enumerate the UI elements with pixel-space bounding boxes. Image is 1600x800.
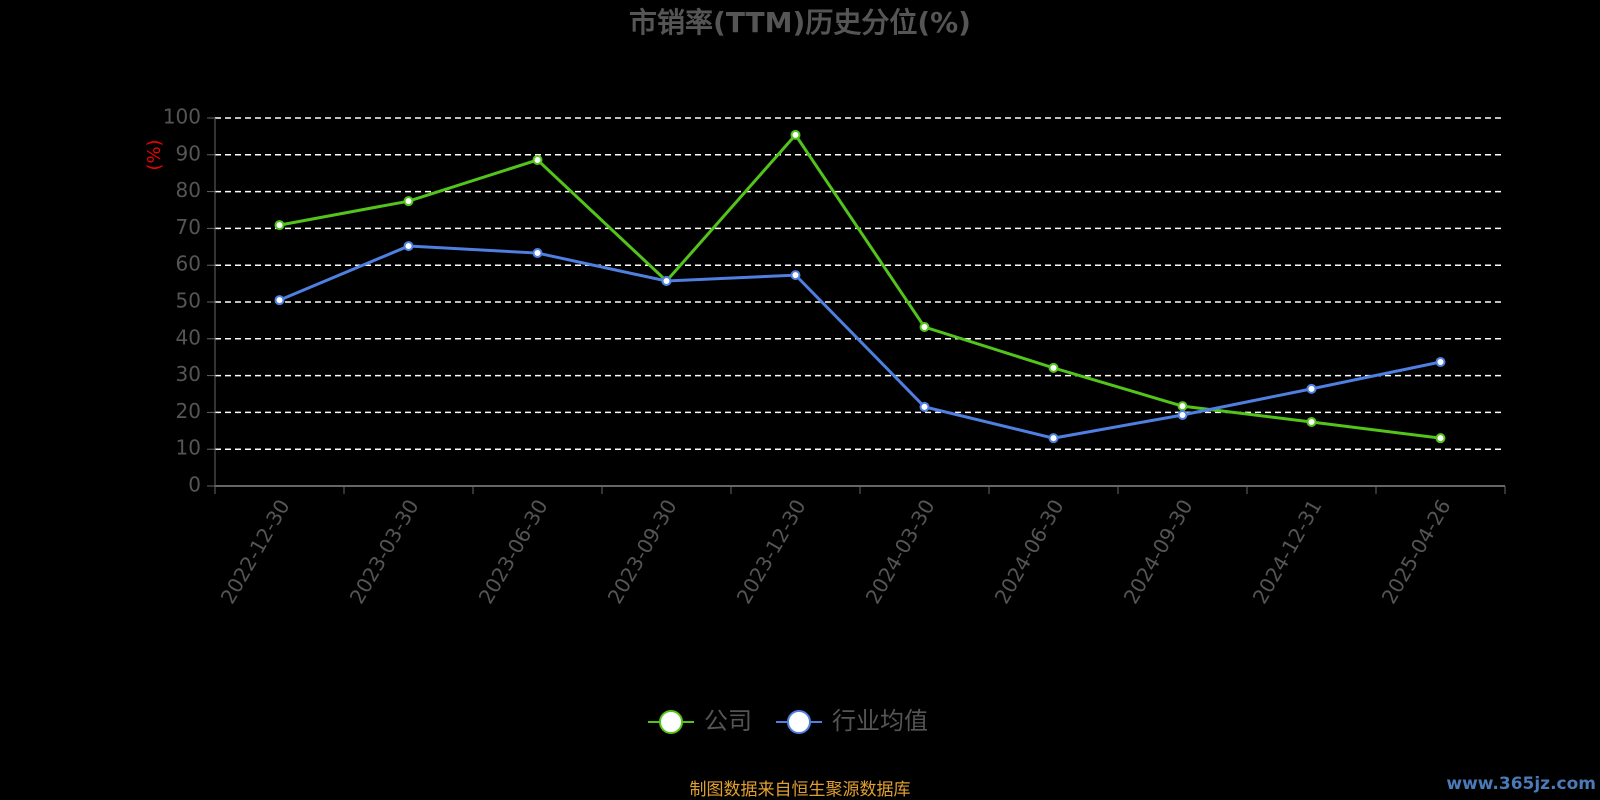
data-point xyxy=(1435,356,1446,367)
x-tick-label: 2022-12-30 xyxy=(216,495,295,608)
y-axis-label: (%) xyxy=(144,139,165,170)
data-point xyxy=(1048,362,1059,373)
data-point xyxy=(919,322,930,333)
data-point xyxy=(1306,383,1317,394)
data-point xyxy=(403,196,414,207)
legend-label: 公司 xyxy=(704,707,752,735)
x-tick-label: 2023-03-30 xyxy=(345,495,424,608)
y-tick-label: 30 xyxy=(176,362,201,386)
x-tick-label: 2024-09-30 xyxy=(1119,495,1198,608)
data-point xyxy=(403,241,414,252)
y-tick-label: 100 xyxy=(163,105,201,129)
y-tick-label: 20 xyxy=(176,399,201,423)
y-tick-label: 60 xyxy=(176,252,201,276)
data-point xyxy=(532,248,543,259)
data-point xyxy=(532,154,543,165)
x-tick-label: 2023-12-30 xyxy=(732,495,811,608)
data-point xyxy=(1048,433,1059,444)
x-tick-label: 2023-06-30 xyxy=(474,495,553,608)
y-tick-label: 0 xyxy=(188,473,201,497)
legend-marker xyxy=(659,710,683,734)
y-tick-label: 10 xyxy=(176,436,201,460)
series-line xyxy=(278,244,1441,440)
data-point xyxy=(1177,401,1188,412)
y-tick-label: 40 xyxy=(176,325,201,349)
data-point xyxy=(1177,409,1188,420)
y-tick-label: 70 xyxy=(176,215,201,239)
source-note: 制图数据来自恒生聚源数据库 xyxy=(690,780,911,800)
data-point xyxy=(790,270,801,281)
data-point xyxy=(790,129,801,140)
series-line xyxy=(279,132,1441,440)
chart-title: 市销率(TTM)历史分位(%) xyxy=(629,6,971,39)
legend-marker xyxy=(787,710,811,734)
watermark: www.365jz.com xyxy=(1446,774,1596,794)
y-tick-label: 80 xyxy=(176,178,201,202)
data-point xyxy=(274,295,285,306)
x-tick-label: 2024-06-30 xyxy=(990,495,1069,608)
y-tick-label: 90 xyxy=(176,141,201,165)
x-tick-label: 2024-12-31 xyxy=(1248,495,1327,608)
x-tick-label: 2023-09-30 xyxy=(603,495,682,608)
legend-label: 行业均值 xyxy=(832,707,928,735)
y-tick-label: 50 xyxy=(176,289,201,313)
data-point xyxy=(1306,416,1317,427)
data-point xyxy=(1435,433,1446,444)
data-point xyxy=(661,276,672,287)
x-tick-label: 2025-04-26 xyxy=(1377,495,1456,608)
data-point xyxy=(919,401,930,412)
data-point xyxy=(274,220,285,231)
x-tick-label: 2024-03-30 xyxy=(861,495,940,608)
